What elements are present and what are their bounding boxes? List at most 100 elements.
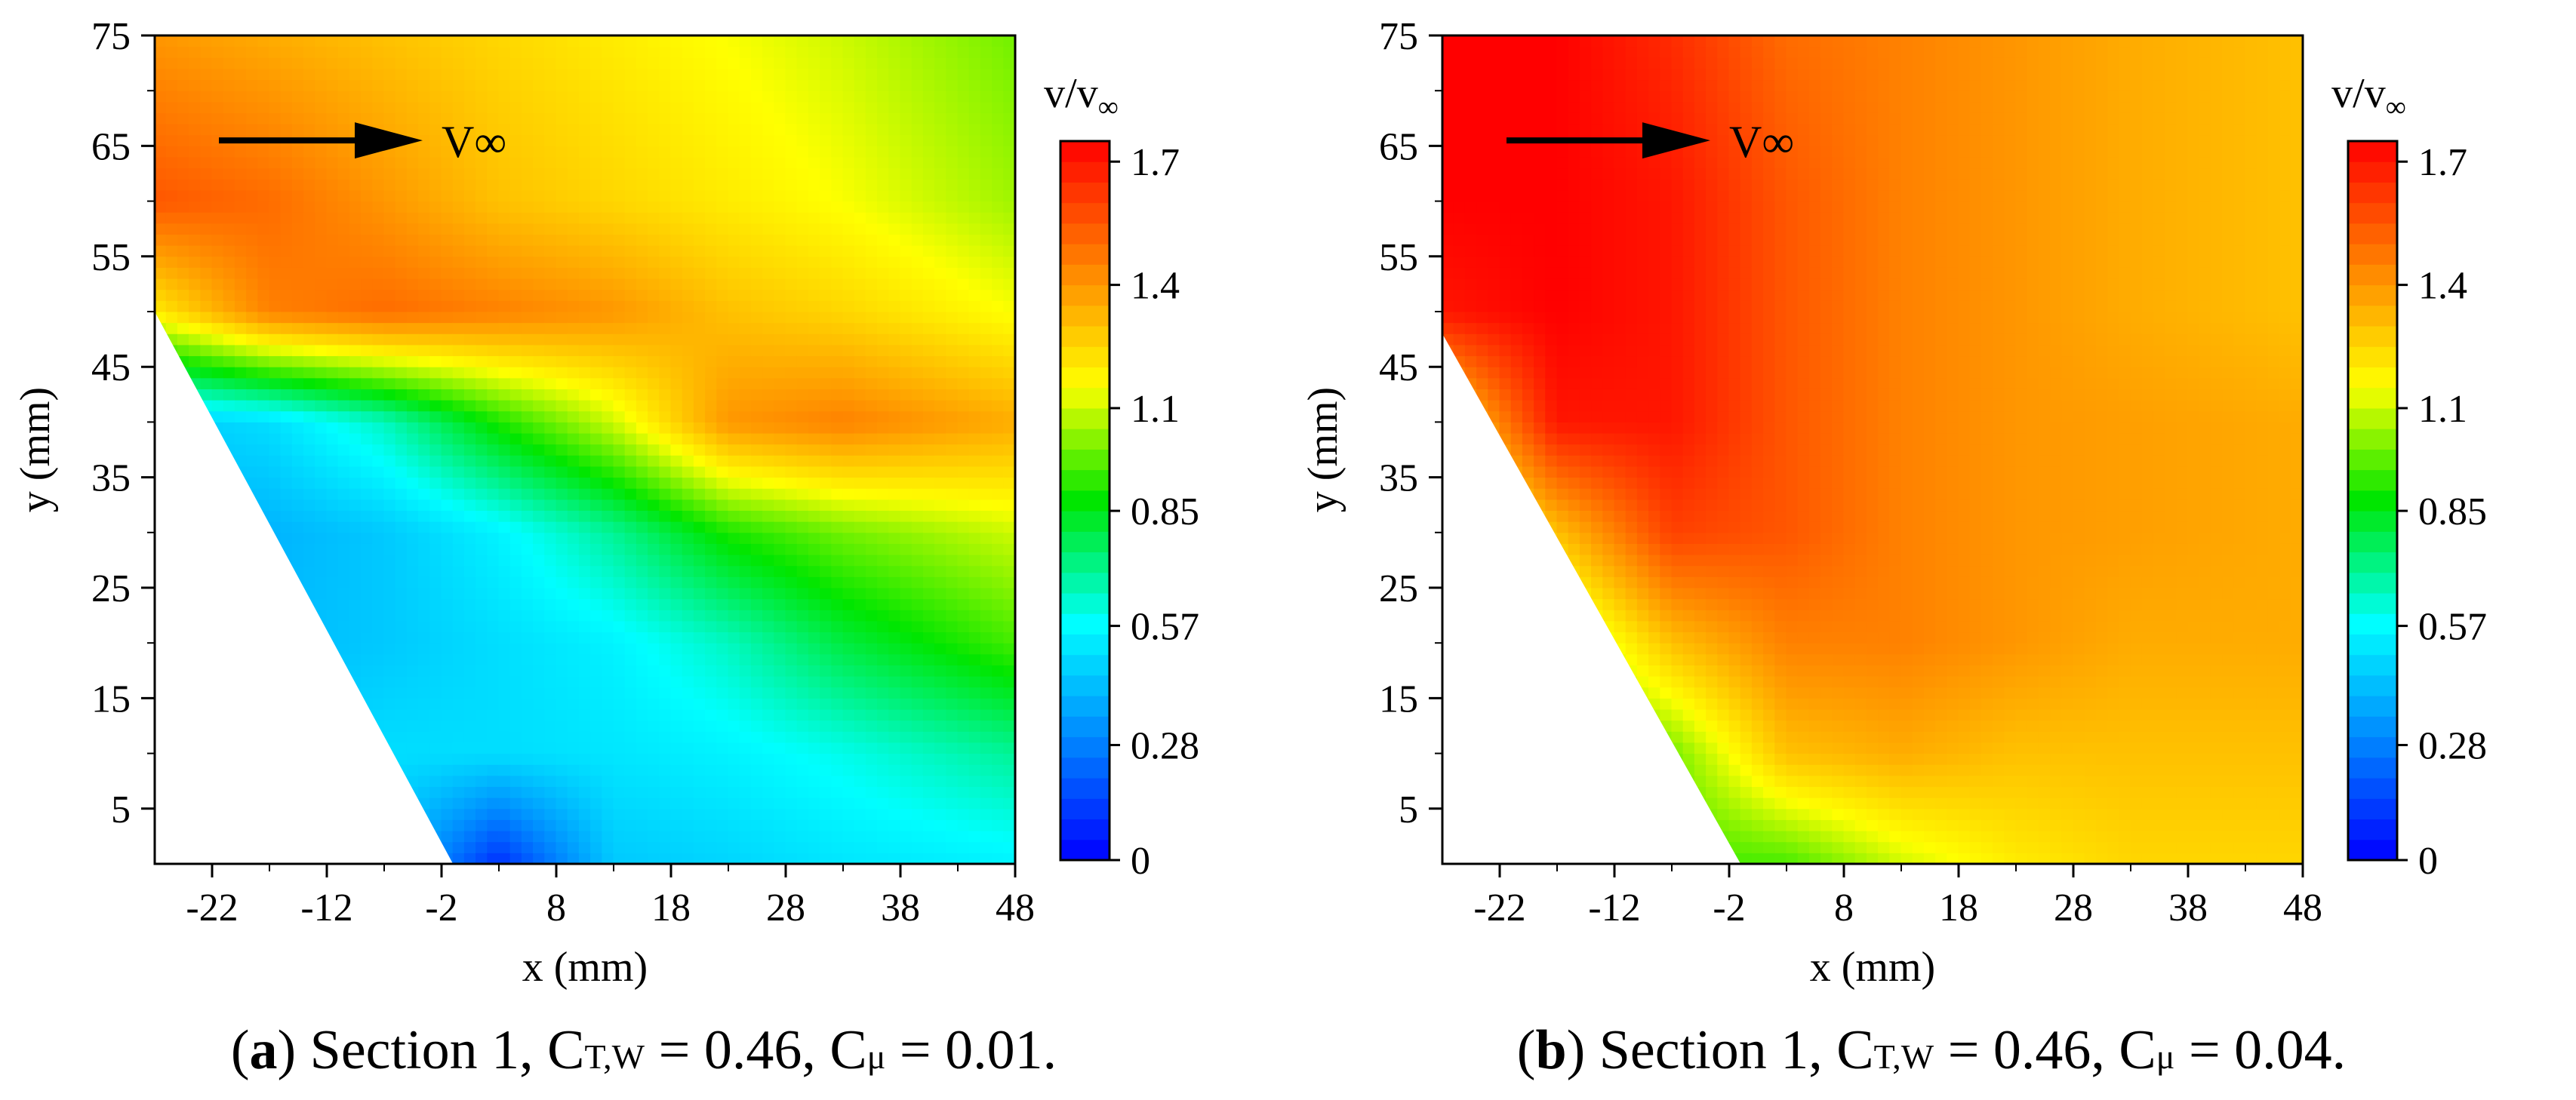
contour-cell: [796, 112, 809, 124]
contour-cell: [670, 79, 683, 91]
contour-cell: [911, 499, 924, 512]
contour-cell: [590, 134, 603, 146]
contour-cell: [521, 156, 534, 169]
contour-cell: [509, 609, 522, 622]
contour-cell: [602, 819, 614, 831]
contour-cell: [820, 112, 833, 124]
contour-cell: [820, 730, 833, 743]
contour-cell: [567, 234, 580, 246]
contour-cell: [613, 742, 626, 754]
contour-cell: [429, 57, 442, 69]
contour-cell: [452, 742, 465, 754]
contour-cell: [223, 211, 235, 224]
contour-cell: [820, 377, 833, 389]
contour-cell: [372, 333, 385, 346]
contour-cell: [521, 841, 534, 853]
contour-cell: [590, 532, 603, 544]
contour-cell: [567, 830, 580, 843]
contour-cell: [452, 300, 465, 312]
contour-cell: [842, 841, 855, 853]
contour-cell: [578, 466, 592, 478]
contour-cell: [854, 532, 866, 544]
contour-cell: [337, 322, 350, 334]
contour-cell: [395, 697, 408, 710]
contour-cell: [785, 653, 798, 665]
contour-cell: [165, 244, 178, 257]
contour-cell: [509, 466, 522, 478]
contour-cell: [854, 708, 866, 721]
contour-cell: [326, 57, 339, 69]
contour-cell: [774, 344, 786, 357]
contour-cell: [705, 289, 718, 301]
contour-cell: [452, 720, 465, 732]
contour-cell: [223, 377, 235, 389]
contour-cell: [888, 355, 901, 367]
contour-cell: [750, 830, 764, 843]
contour-cell: [831, 201, 844, 213]
contour-cell: [441, 189, 454, 202]
contour-cell: [567, 742, 580, 754]
contour-cell: [865, 421, 879, 434]
contour-cell: [498, 510, 511, 522]
contour-cell: [372, 587, 385, 600]
contour-cell: [521, 477, 534, 489]
contour-cell: [475, 587, 488, 600]
contour-cell: [567, 366, 580, 379]
contour-cell: [556, 521, 568, 533]
contour-cell: [739, 565, 752, 577]
contour-cell: [544, 112, 557, 124]
contour-cell: [349, 642, 362, 655]
contour-cell: [337, 454, 350, 467]
contour-cell: [590, 178, 603, 191]
contour-cell: [315, 388, 328, 401]
contour-cell: [820, 156, 833, 169]
contour-cell: [578, 830, 592, 843]
contour-cell: [842, 819, 855, 831]
contour-cell: [774, 234, 786, 246]
contour-cell: [750, 366, 764, 379]
contour-cell: [739, 730, 752, 743]
contour-cell: [452, 388, 465, 401]
contour-cell: [337, 256, 350, 268]
contour-cell: [498, 344, 511, 357]
contour-cell: [796, 598, 809, 610]
contour-cell: [498, 598, 511, 610]
contour-cell: [831, 256, 844, 268]
contour-cell: [854, 542, 866, 555]
contour-cell: [498, 322, 511, 334]
contour-cell: [877, 145, 890, 158]
contour-cell: [808, 565, 821, 577]
contour-cell: [498, 112, 511, 124]
contour-cell: [429, 742, 442, 754]
contour-cell: [831, 587, 844, 600]
contour-cell: [716, 432, 729, 445]
contour-cell: [670, 256, 683, 268]
contour-cell: [900, 477, 913, 489]
contour-cell: [888, 808, 901, 820]
contour-cell: [762, 510, 775, 522]
contour-cell: [578, 156, 592, 169]
contour-cell: [613, 57, 626, 69]
contour-cell: [808, 598, 821, 610]
contour-cell: [728, 808, 740, 820]
contour-cell: [613, 797, 626, 810]
contour-cell: [590, 576, 603, 588]
contour-cell: [487, 499, 500, 512]
contour-cell: [648, 852, 660, 864]
contour-cell: [544, 388, 557, 401]
contour-cell: [533, 377, 546, 389]
contour-cell: [624, 819, 637, 831]
contour-cell: [739, 46, 752, 58]
contour-cell: [463, 477, 477, 489]
contour-cell: [418, 123, 431, 136]
contour-cell: [269, 123, 282, 136]
contour-cell: [177, 211, 190, 224]
contour-cell: [831, 753, 844, 765]
contour-cell: [556, 333, 568, 346]
contour-cell: [578, 786, 592, 798]
contour-cell: [349, 388, 362, 401]
contour-cell: [865, 377, 879, 389]
contour-cell: [395, 609, 408, 622]
contour-cell: [509, 753, 522, 765]
contour-cell: [670, 576, 683, 588]
